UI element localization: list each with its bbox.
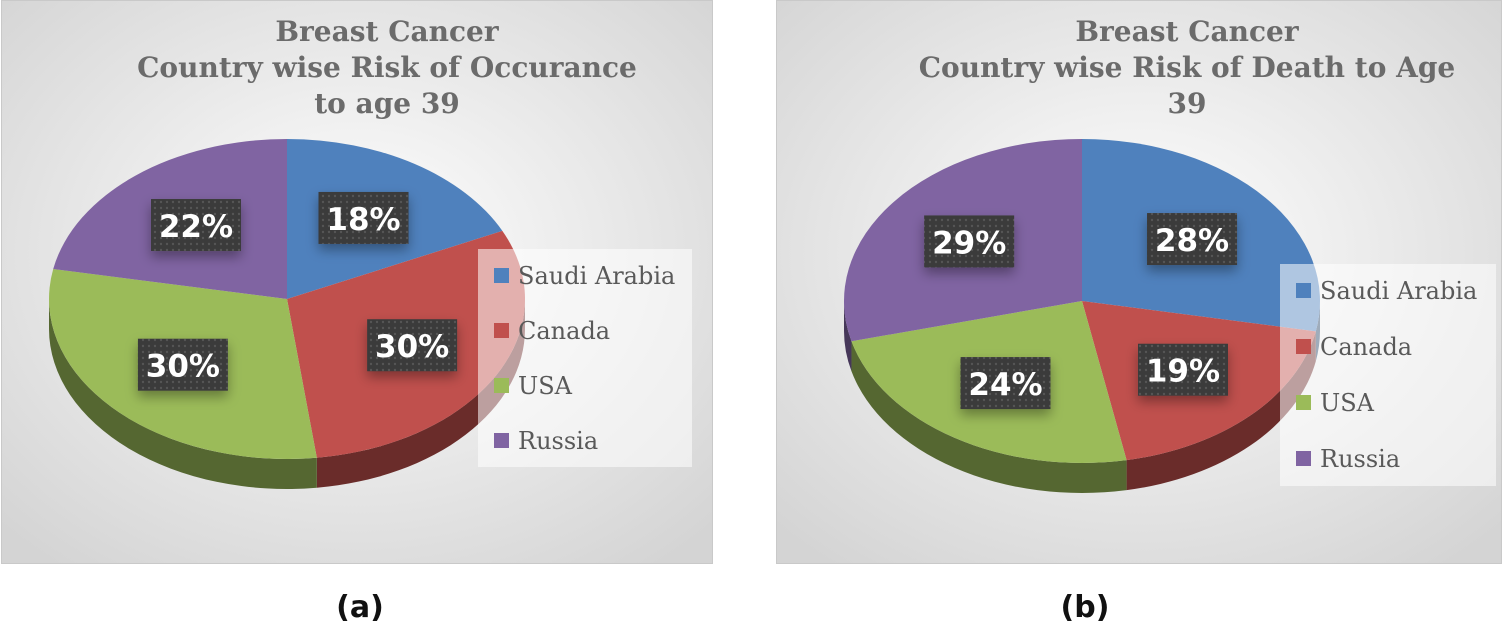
chart-title: Breast Cancer Country wise Risk of Occura… [137,15,637,120]
svg-text:28%: 28% [1155,223,1229,259]
legend-item-saudi-arabia: Saudi Arabia [1296,277,1477,305]
svg-text:22%: 22% [159,209,233,245]
data-label-canada: 30% [367,319,458,372]
legend-item-usa: USA [494,372,573,400]
chart-title: Breast Cancer Country wise Risk of Death … [919,15,1455,120]
caption-a: (a) [336,590,384,625]
svg-text:USA: USA [1320,389,1375,417]
data-label-russia: 22% [150,199,241,252]
svg-text:Canada: Canada [518,317,610,345]
svg-text:18%: 18% [326,202,400,238]
svg-text:30%: 30% [375,329,449,365]
chart-panel-a: Breast Cancer Country wise Risk of Occura… [1,0,713,564]
svg-text:19%: 19% [1146,354,1220,390]
slice-side-russia [844,301,852,372]
data-label-saudi-arabia: 18% [318,191,409,244]
svg-text:Russia: Russia [518,427,598,455]
legend: Saudi Arabia Canada USA Russia [1280,264,1496,486]
legend-item-canada: Canada [1296,333,1412,361]
data-label-canada: 19% [1137,343,1228,396]
slice-side-canada [1126,331,1316,491]
caption-b: (b) [1060,590,1110,625]
slice-side-usa [49,299,317,489]
pie-chart-b: Breast Cancer Country wise Risk of Death … [777,1,1501,563]
data-label-usa: 30% [137,338,228,391]
legend-item-usa: USA [1296,389,1375,417]
data-label-russia: 29% [924,215,1015,268]
pie-chart-a: Breast Cancer Country wise Risk of Occura… [2,1,712,563]
legend-item-russia: Russia [1296,445,1400,473]
svg-text:30%: 30% [146,349,220,385]
legend-item-russia: Russia [494,427,598,455]
data-label-saudi-arabia: 28% [1147,213,1238,266]
data-label-usa: 24% [960,357,1051,410]
legend-item-canada: Canada [494,317,610,345]
slice-side-usa [851,341,1127,493]
svg-text:USA: USA [518,372,573,400]
svg-text:Saudi Arabia: Saudi Arabia [518,262,675,290]
chart-panel-b: Breast Cancer Country wise Risk of Death … [776,0,1502,564]
svg-text:24%: 24% [968,367,1042,403]
svg-text:Russia: Russia [1320,445,1400,473]
legend: Saudi Arabia Canada USA Russia [478,249,692,467]
svg-text:Saudi Arabia: Saudi Arabia [1320,277,1477,305]
svg-text:Canada: Canada [1320,333,1412,361]
svg-text:29%: 29% [932,225,1006,261]
legend-item-saudi-arabia: Saudi Arabia [494,262,675,290]
